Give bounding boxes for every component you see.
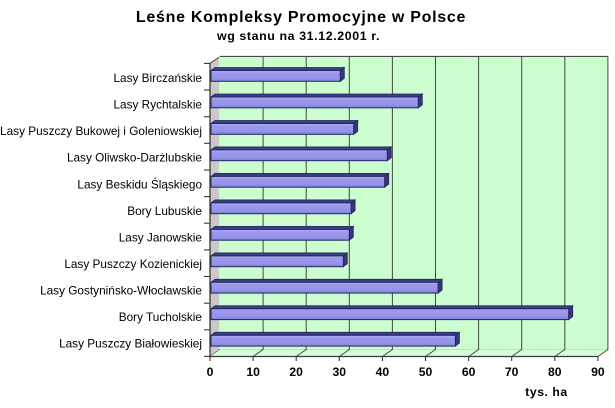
svg-text:Lasy Beskidu Śląskiego: Lasy Beskidu Śląskiego: [77, 177, 202, 191]
svg-text:Lasy Rychtalskie: Lasy Rychtalskie: [113, 98, 202, 112]
svg-text:90: 90: [591, 365, 605, 379]
svg-text:Leśne Kompleksy Promocyjne w P: Leśne Kompleksy Promocyjne w Polsce: [136, 9, 466, 26]
svg-text:wg stanu na 31.12.2001 r.: wg stanu na 31.12.2001 r.: [216, 29, 380, 43]
svg-text:10: 10: [246, 365, 260, 379]
svg-text:40: 40: [376, 365, 390, 379]
svg-text:30: 30: [333, 365, 347, 379]
svg-text:Lasy Birczańskie: Lasy Birczańskie: [113, 71, 202, 85]
svg-text:Bory Lubuskie: Bory Lubuskie: [127, 204, 202, 218]
svg-text:Lasy Janowskie: Lasy Janowskie: [119, 230, 203, 244]
svg-text:50: 50: [419, 365, 433, 379]
svg-text:60: 60: [462, 365, 476, 379]
svg-text:20: 20: [289, 365, 303, 379]
svg-text:Bory Tucholskie: Bory Tucholskie: [119, 310, 203, 324]
svg-text:Lasy Puszczy Kozienickiej: Lasy Puszczy Kozienickiej: [64, 257, 202, 271]
svg-text:Lasy Oliwsko-Darżlubskie: Lasy Oliwsko-Darżlubskie: [67, 151, 202, 165]
svg-text:tys. ha: tys. ha: [525, 385, 567, 399]
svg-text:0: 0: [207, 365, 214, 379]
svg-text:80: 80: [548, 365, 562, 379]
svg-text:70: 70: [505, 365, 519, 379]
svg-text:Lasy Puszczy Bukowej i Golenio: Lasy Puszczy Bukowej i Goleniowskiej: [0, 124, 202, 138]
svg-text:Lasy Puszczy Białowieskiej: Lasy Puszczy Białowieskiej: [59, 337, 202, 351]
svg-text:Lasy Gostynińsko-Włocławskie: Lasy Gostynińsko-Włocławskie: [40, 284, 202, 298]
